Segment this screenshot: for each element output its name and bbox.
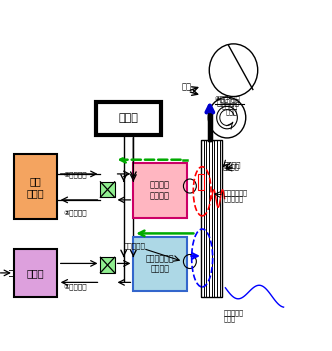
Text: 真空
ポンプ: 真空 ポンプ (27, 176, 44, 198)
Text: 取出し方向: 取出し方向 (216, 98, 240, 107)
Text: 積層書状: 積層書状 (223, 164, 240, 170)
Bar (14, 154, 57, 219)
Text: 寄せる: 寄せる (224, 315, 236, 322)
Text: 吸着分離: 吸着分離 (221, 102, 237, 109)
Text: ③排気エア: ③排気エア (64, 171, 88, 178)
Bar (100, 257, 115, 273)
Bar (201, 140, 222, 297)
Text: ①吸気エア: ①吸気エア (64, 284, 88, 290)
Text: 書状を吸い: 書状を吸い (224, 309, 244, 316)
Text: ②吸着エア: ②吸着エア (64, 209, 88, 216)
Text: 制御部: 制御部 (119, 113, 138, 124)
Text: ブロア: ブロア (27, 268, 44, 278)
Text: ローラ: ローラ (226, 108, 238, 115)
Bar (133, 163, 187, 218)
Text: 書状: 書状 (182, 82, 192, 92)
Bar (14, 249, 57, 297)
Bar (198, 174, 205, 190)
Text: 吸い付ける: 吸い付ける (224, 195, 244, 202)
Text: 吸着エア
チャンバ: 吸着エア チャンバ (150, 181, 170, 200)
Text: 引き寄せエア
チャンバ: 引き寄せエア チャンバ (146, 254, 174, 274)
Bar (96, 102, 161, 135)
Text: 積層書状: 積層書状 (224, 162, 241, 168)
Bar (133, 237, 187, 291)
Text: 回転ベルト: 回転ベルト (124, 243, 145, 249)
Bar (100, 182, 115, 197)
Text: 回転ベルトに: 回転ベルトに (224, 190, 248, 197)
Text: ④正転-反転: ④正転-反転 (215, 95, 241, 102)
